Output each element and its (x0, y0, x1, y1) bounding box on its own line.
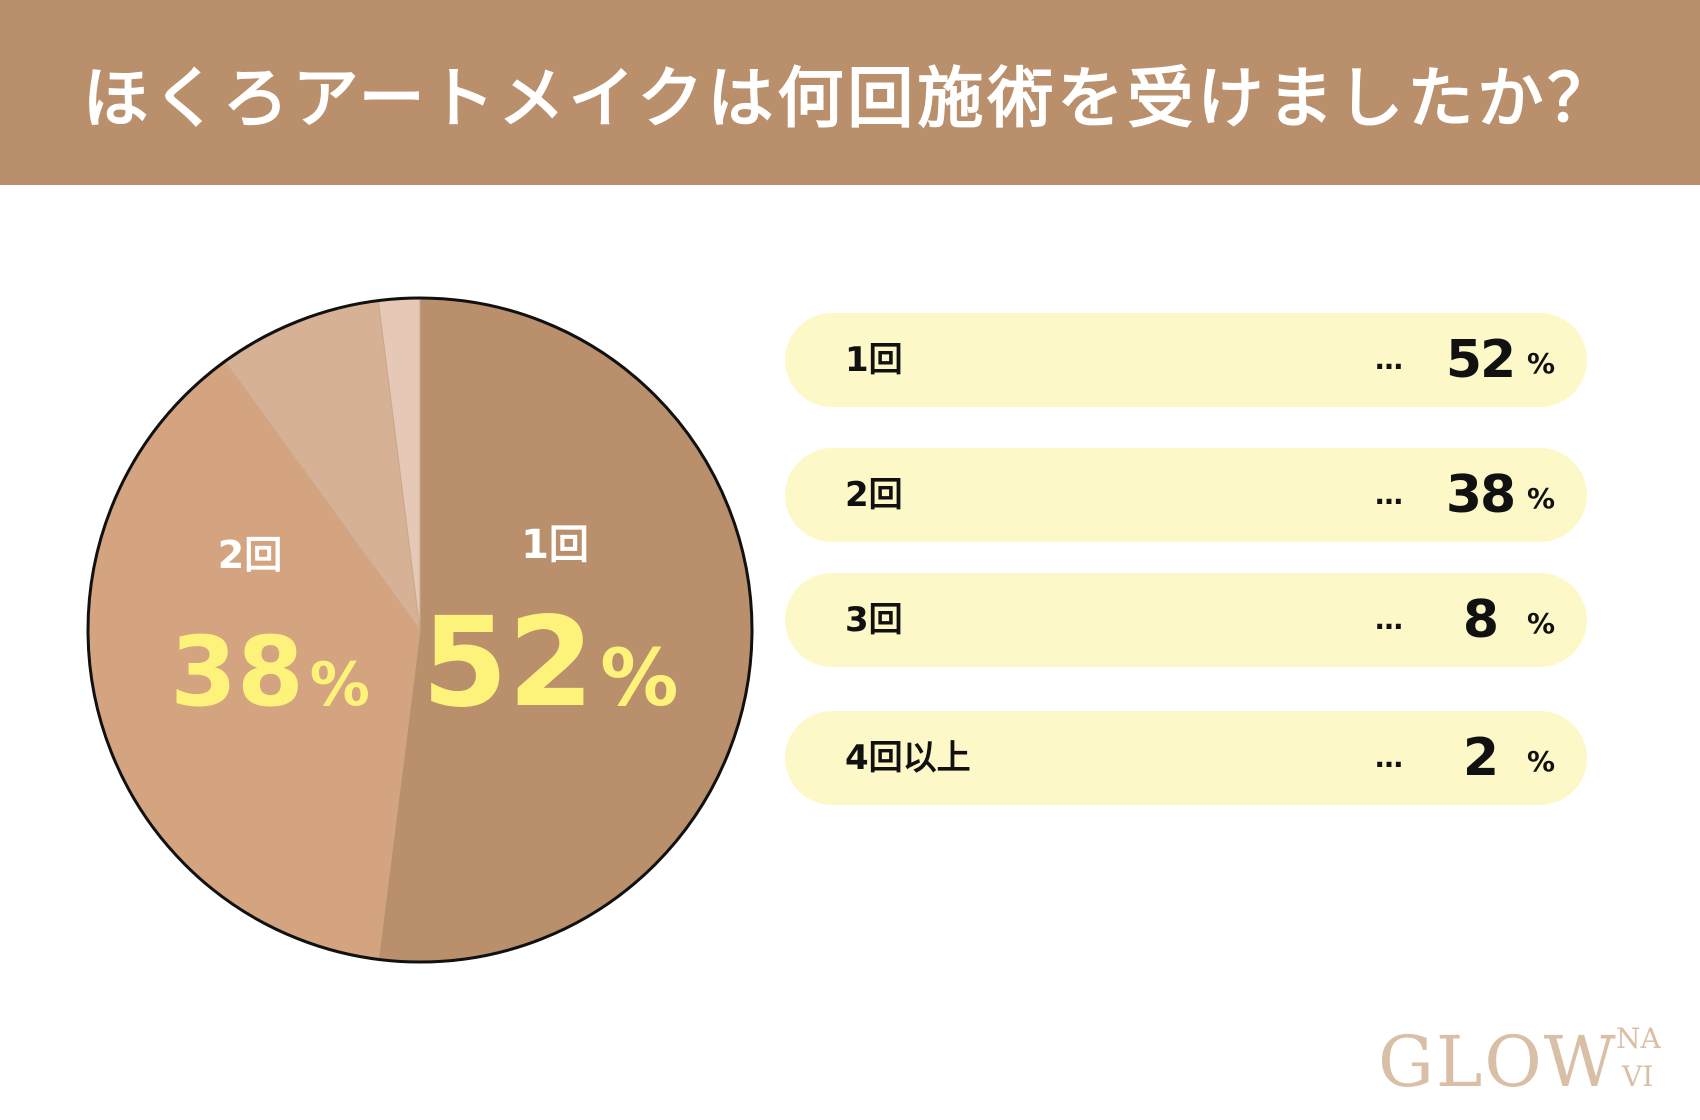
legend-value: 38 (1445, 465, 1516, 525)
pie-label-value-2: 38% (170, 616, 370, 728)
legend-label: 4回以上 (845, 738, 971, 778)
legend-row-3: 3回 … 8 % (785, 573, 1587, 667)
pie-label-category-1: 1回 (521, 522, 589, 568)
logo-sub-top: NA (1616, 1022, 1662, 1055)
legend-label: 1回 (845, 340, 903, 380)
logo-wordmark: GLOW (1378, 1021, 1618, 1098)
pie-chart: 1回 52% 2回 38% (86, 296, 754, 964)
legend-value: 52 (1445, 330, 1516, 390)
legend-dots: … (1375, 478, 1403, 511)
legend-unit: % (1527, 347, 1556, 380)
legend-dots: … (1375, 603, 1403, 636)
legend-row-1: 1回 … 52 % (785, 313, 1587, 407)
legend-row-2: 2回 … 38 % (785, 448, 1587, 542)
glow-navi-logo: GLOW NA VI (1378, 1021, 1662, 1098)
legend-label: 3回 (845, 600, 903, 640)
pie-label-category-2: 2回 (218, 533, 282, 577)
logo-sub-bottom: VI (1621, 1060, 1653, 1093)
legend-row-4: 4回以上 … 2 % (785, 711, 1587, 805)
legend-unit: % (1527, 607, 1556, 640)
legend-unit: % (1527, 745, 1556, 778)
page-title: ほくろアートメイクは何回施術を受けましたか？ (82, 59, 1618, 137)
legend-label: 2回 (845, 475, 903, 515)
legend-value: 2 (1462, 728, 1499, 788)
legend-dots: … (1375, 343, 1403, 376)
legend-unit: % (1527, 482, 1556, 515)
pie-label-value-1: 52% (422, 591, 679, 735)
legend-value: 8 (1462, 590, 1499, 650)
legend-dots: … (1375, 741, 1403, 774)
title-banner: ほくろアートメイクは何回施術を受けましたか？ (0, 0, 1700, 185)
